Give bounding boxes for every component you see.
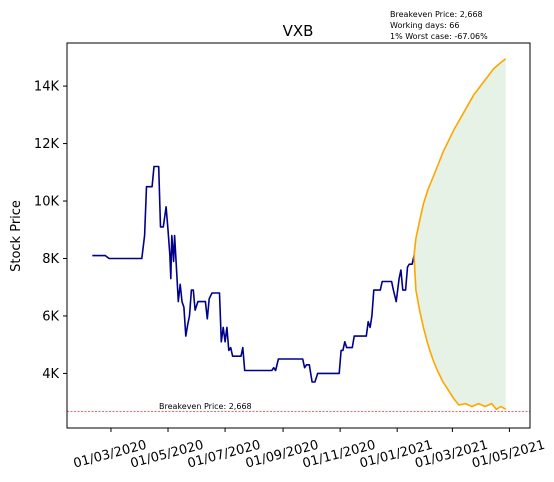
y-tick-label: 8K <box>42 252 59 267</box>
x-axis: 01/03/202001/05/202001/07/202001/09/2020… <box>72 428 547 472</box>
y-tick-label: 10K <box>34 195 60 210</box>
series-layer <box>92 58 507 411</box>
y-axis-label: Stock Price <box>9 200 24 272</box>
y-tick-label: 6K <box>42 309 59 324</box>
breakeven-label: Breakeven Price: 2,668 <box>159 402 252 411</box>
confidence-band-layer <box>414 58 506 410</box>
stats-line-breakeven: Breakeven Price: 2,668 <box>390 10 483 19</box>
chart-title: VXB <box>283 22 314 40</box>
y-tick-label: 12K <box>34 137 60 152</box>
y-axis: 4K 6K 8K 10K 12K 14K <box>34 80 67 382</box>
price-line <box>92 165 415 383</box>
stats-line-worst-case: 1% Worst case: -67.06% <box>390 32 488 41</box>
y-tick-label: 14K <box>34 80 60 95</box>
stats-annotation: Breakeven Price: 2,668 Working days: 66 … <box>390 10 488 41</box>
lower-bound-line <box>413 255 507 411</box>
confidence-band-area <box>414 58 506 410</box>
plot-frame <box>66 42 531 429</box>
upper-bound-line <box>413 58 507 256</box>
stats-line-working-days: Working days: 66 <box>390 21 459 30</box>
y-tick-label: 4K <box>42 367 59 382</box>
